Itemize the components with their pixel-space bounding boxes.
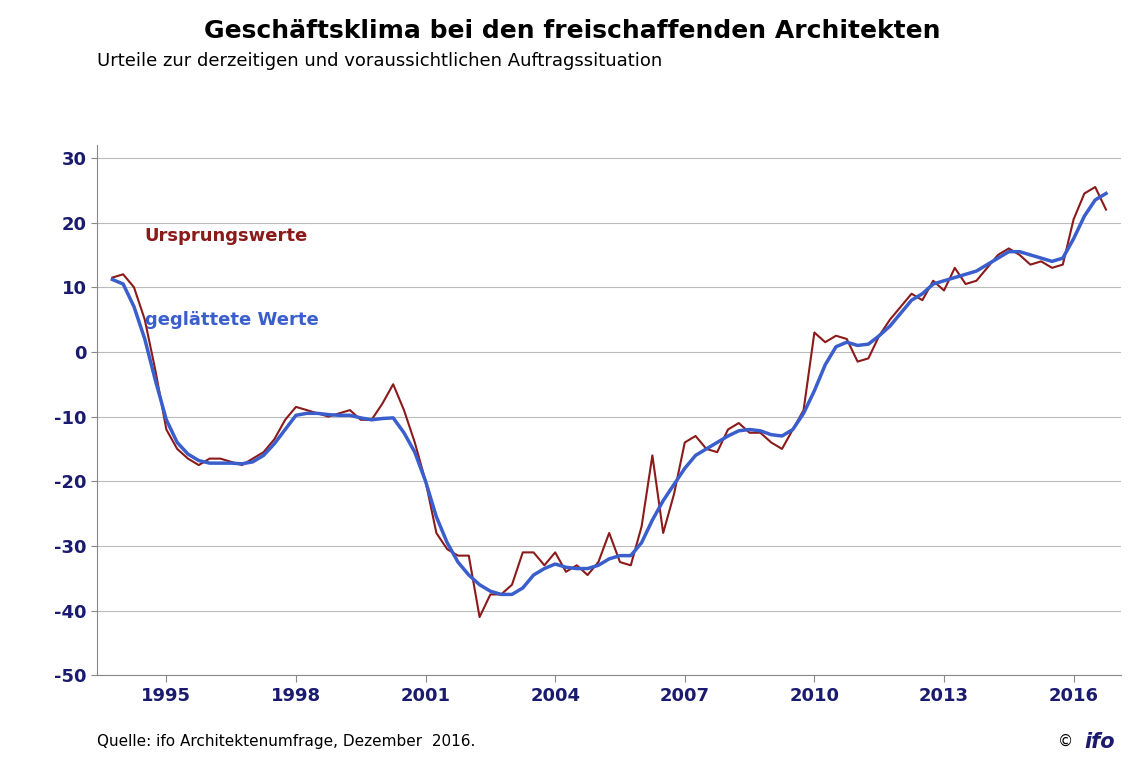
Text: Urteile zur derzeitigen und voraussichtlichen Auftragssituation: Urteile zur derzeitigen und voraussichtl… — [97, 52, 662, 70]
Text: Geschäftsklima bei den freischaffenden Architekten: Geschäftsklima bei den freischaffenden A… — [204, 19, 940, 43]
Text: ©: © — [1058, 734, 1073, 749]
Text: ifo: ifo — [1085, 732, 1115, 752]
Text: geglättete Werte: geglättete Werte — [145, 311, 318, 329]
Text: Quelle: ifo Architektenumfrage, Dezember  2016.: Quelle: ifo Architektenumfrage, Dezember… — [97, 734, 476, 749]
Text: Ursprungswerte: Ursprungswerte — [145, 227, 308, 244]
